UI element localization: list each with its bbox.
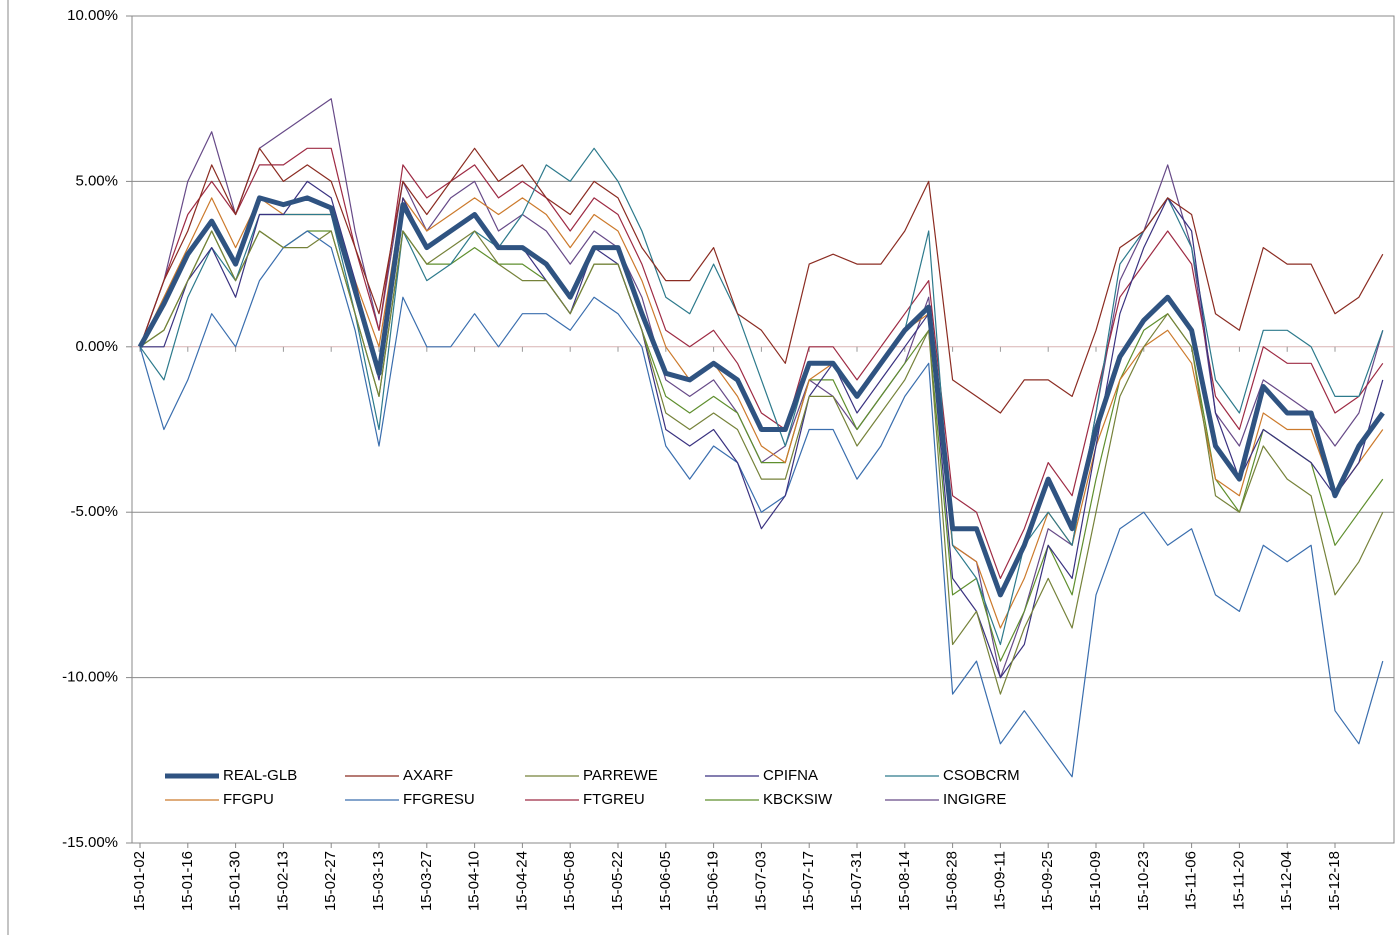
y-tick-label: 10.00% [67,7,118,24]
x-tick-label: 15-06-19 [705,851,722,911]
x-tick-label: 15-05-08 [561,851,578,911]
x-tick-label: 15-08-28 [944,851,961,911]
x-tick-label: 15-03-13 [370,851,387,911]
x-tick-label: 15-02-13 [274,851,291,911]
y-tick-label: 0.00% [75,338,118,355]
x-tick-label: 15-01-16 [179,851,196,911]
legend-label: CPIFNA [763,767,818,784]
series-line [139,230,1384,695]
x-tick-label: 15-04-10 [466,851,483,911]
x-tick-label: 15-11-20 [1230,851,1247,910]
x-tick-label: 15-01-30 [227,851,244,911]
legend-label: AXARF [403,767,453,784]
x-tick-label: 15-08-14 [896,851,913,911]
legend-label: FFGPU [223,791,274,808]
y-tick-label: 5.00% [75,172,118,189]
plot-area [131,15,1395,844]
x-tick-label: 15-09-25 [1039,851,1056,911]
series-line [137,195,1385,598]
x-tick-label: 15-10-09 [1087,851,1104,911]
x-tick-label: 15-12-04 [1278,851,1295,911]
x-tick-label: 15-05-22 [609,851,626,911]
x-tick-label: 15-07-31 [848,851,865,911]
y-tick-label: -10.00% [62,669,118,686]
legend-label: PARREWE [583,767,658,784]
x-tick-label: 15-07-03 [752,851,769,911]
x-tick-label: 15-03-27 [418,851,435,911]
x-tick-label: 15-02-27 [322,851,339,911]
legend-label: REAL-GLB [223,767,297,784]
legend-label: KBCKSIW [763,791,833,808]
legend-label: FFGRESU [403,791,475,808]
x-tick-label: 15-04-24 [513,851,530,911]
x-tick-label: 15-01-02 [131,851,148,911]
series-line [139,147,1384,646]
series-line [139,230,1384,778]
x-tick-label: 15-06-05 [657,851,674,911]
y-tick-label: -15.00% [62,834,118,851]
x-tick-label: 15-10-23 [1135,851,1152,911]
y-tick-label: -5.00% [70,503,118,520]
x-tick-label: 15-11-06 [1183,851,1200,910]
legend-label: FTGREU [583,791,645,808]
legend-label: CSOBCRM [943,767,1020,784]
x-tick-label: 15-12-18 [1326,851,1343,911]
x-tick-label: 15-09-11 [991,851,1008,910]
x-tick-label: 15-07-17 [800,851,817,911]
series-line [140,180,1384,679]
legend-label: INGIGRE [943,791,1006,808]
series-line [139,147,1384,414]
series-line [139,147,1384,579]
